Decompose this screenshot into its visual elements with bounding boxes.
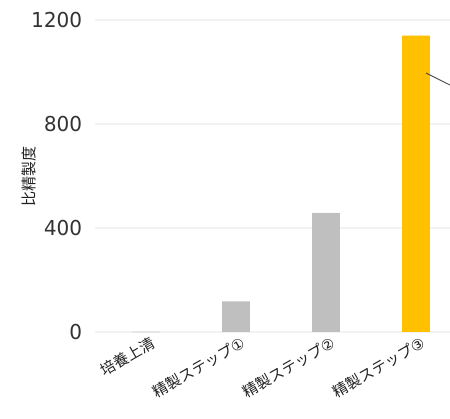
annotation-line <box>425 72 450 86</box>
bar <box>132 331 160 333</box>
x-tick-label: 精製ステップ① <box>149 334 248 401</box>
gridlines <box>95 19 450 333</box>
bar <box>222 301 250 332</box>
y-tick-label: 400 <box>44 216 82 240</box>
y-tick-label: 1200 <box>31 8 82 32</box>
x-tick-label: 精製ステップ② <box>239 334 338 401</box>
y-tick-label: 0 <box>69 320 82 344</box>
y-tick-label: 800 <box>44 112 82 136</box>
x-tick-label: 精製ステップ③ <box>329 334 428 401</box>
x-tick-label: 培養上清 <box>97 334 158 380</box>
y-axis-label: 比精製度 <box>20 146 38 206</box>
bar <box>402 35 430 332</box>
bars <box>132 35 430 333</box>
y-axis-ticks: 0 400 800 1200 <box>31 8 82 344</box>
bar <box>312 212 340 332</box>
